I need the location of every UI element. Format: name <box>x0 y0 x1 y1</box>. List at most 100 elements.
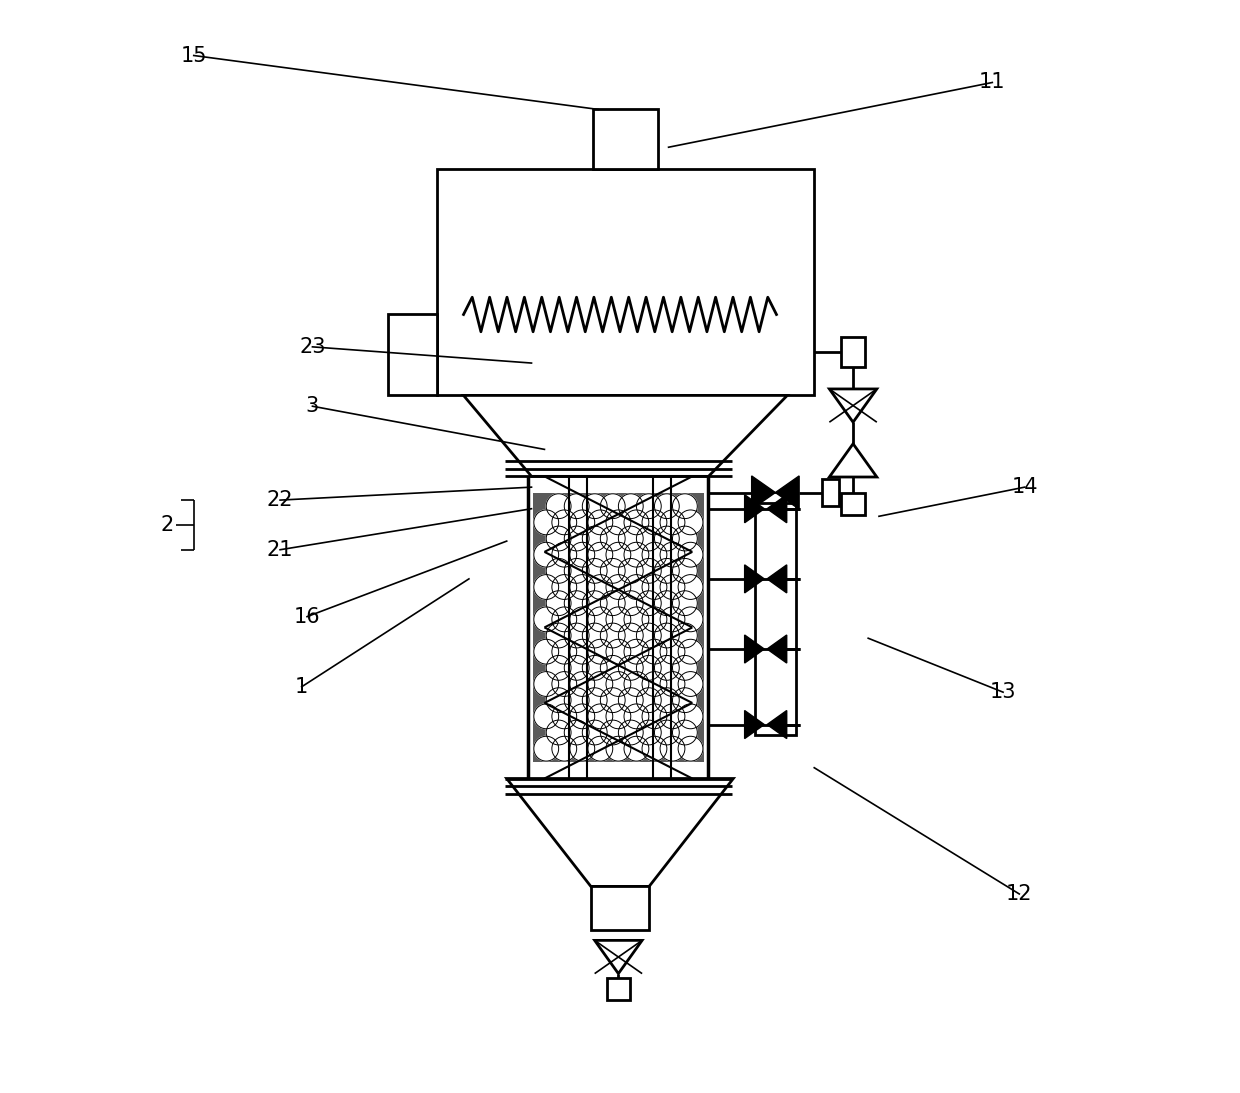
Circle shape <box>534 639 559 665</box>
Circle shape <box>619 494 644 518</box>
Circle shape <box>636 559 661 584</box>
Circle shape <box>672 623 697 648</box>
Circle shape <box>655 720 680 745</box>
Circle shape <box>672 720 697 745</box>
Polygon shape <box>745 495 764 522</box>
Circle shape <box>534 607 559 632</box>
Bar <box>841 493 866 515</box>
Polygon shape <box>464 396 787 477</box>
Circle shape <box>642 607 667 632</box>
Circle shape <box>564 526 589 551</box>
Circle shape <box>678 639 703 665</box>
Circle shape <box>672 591 697 615</box>
Circle shape <box>642 510 667 534</box>
Circle shape <box>655 623 680 648</box>
Circle shape <box>636 687 661 713</box>
Circle shape <box>534 575 559 599</box>
Circle shape <box>534 510 559 534</box>
Circle shape <box>642 542 667 567</box>
Circle shape <box>678 671 703 696</box>
Polygon shape <box>775 475 799 509</box>
Circle shape <box>547 591 572 615</box>
Circle shape <box>642 737 667 761</box>
Circle shape <box>636 591 661 615</box>
Circle shape <box>606 575 631 599</box>
Polygon shape <box>830 444 877 477</box>
Circle shape <box>588 542 613 567</box>
Circle shape <box>678 607 703 632</box>
Circle shape <box>547 623 572 648</box>
Circle shape <box>534 737 559 761</box>
Polygon shape <box>507 778 733 886</box>
Circle shape <box>672 526 697 551</box>
Bar <box>822 479 839 506</box>
Bar <box>841 337 866 367</box>
Circle shape <box>624 542 649 567</box>
Circle shape <box>624 671 649 696</box>
Circle shape <box>600 656 625 680</box>
Text: 14: 14 <box>1012 478 1038 497</box>
Circle shape <box>606 671 631 696</box>
Circle shape <box>600 526 625 551</box>
Circle shape <box>600 623 625 648</box>
Circle shape <box>570 575 595 599</box>
Circle shape <box>624 704 649 729</box>
Text: 12: 12 <box>1006 884 1033 904</box>
Circle shape <box>678 737 703 761</box>
Circle shape <box>624 639 649 665</box>
Text: 3: 3 <box>306 397 319 416</box>
Circle shape <box>619 687 644 713</box>
Circle shape <box>606 607 631 632</box>
Polygon shape <box>768 635 786 663</box>
Circle shape <box>600 559 625 584</box>
Circle shape <box>660 575 684 599</box>
Circle shape <box>655 526 680 551</box>
Circle shape <box>660 607 684 632</box>
Circle shape <box>672 656 697 680</box>
Circle shape <box>606 510 631 534</box>
Circle shape <box>600 494 625 518</box>
Circle shape <box>619 720 644 745</box>
Circle shape <box>655 656 680 680</box>
Circle shape <box>583 526 608 551</box>
Text: 23: 23 <box>299 337 326 356</box>
Circle shape <box>655 494 680 518</box>
Circle shape <box>600 687 625 713</box>
Polygon shape <box>745 565 764 592</box>
Circle shape <box>660 704 684 729</box>
Circle shape <box>624 575 649 599</box>
Circle shape <box>619 656 644 680</box>
Circle shape <box>570 737 595 761</box>
Text: 22: 22 <box>267 490 294 510</box>
Circle shape <box>564 656 589 680</box>
Circle shape <box>672 494 697 518</box>
Circle shape <box>570 639 595 665</box>
Circle shape <box>588 575 613 599</box>
Circle shape <box>660 671 684 696</box>
Circle shape <box>619 559 644 584</box>
Circle shape <box>570 704 595 729</box>
Circle shape <box>606 542 631 567</box>
Circle shape <box>547 656 572 680</box>
Text: 13: 13 <box>990 682 1017 702</box>
Circle shape <box>619 526 644 551</box>
Circle shape <box>636 526 661 551</box>
Circle shape <box>534 704 559 729</box>
Circle shape <box>552 704 577 729</box>
Circle shape <box>583 591 608 615</box>
Circle shape <box>672 559 697 584</box>
Circle shape <box>660 639 684 665</box>
Circle shape <box>552 737 577 761</box>
Circle shape <box>624 510 649 534</box>
Text: 11: 11 <box>980 72 1006 93</box>
Circle shape <box>624 737 649 761</box>
Circle shape <box>570 671 595 696</box>
Text: 2: 2 <box>160 515 174 534</box>
Circle shape <box>564 687 589 713</box>
Bar <box>593 109 657 168</box>
Bar <box>533 493 704 762</box>
Circle shape <box>655 591 680 615</box>
Text: 16: 16 <box>294 607 320 626</box>
Polygon shape <box>595 940 642 974</box>
Circle shape <box>564 591 589 615</box>
